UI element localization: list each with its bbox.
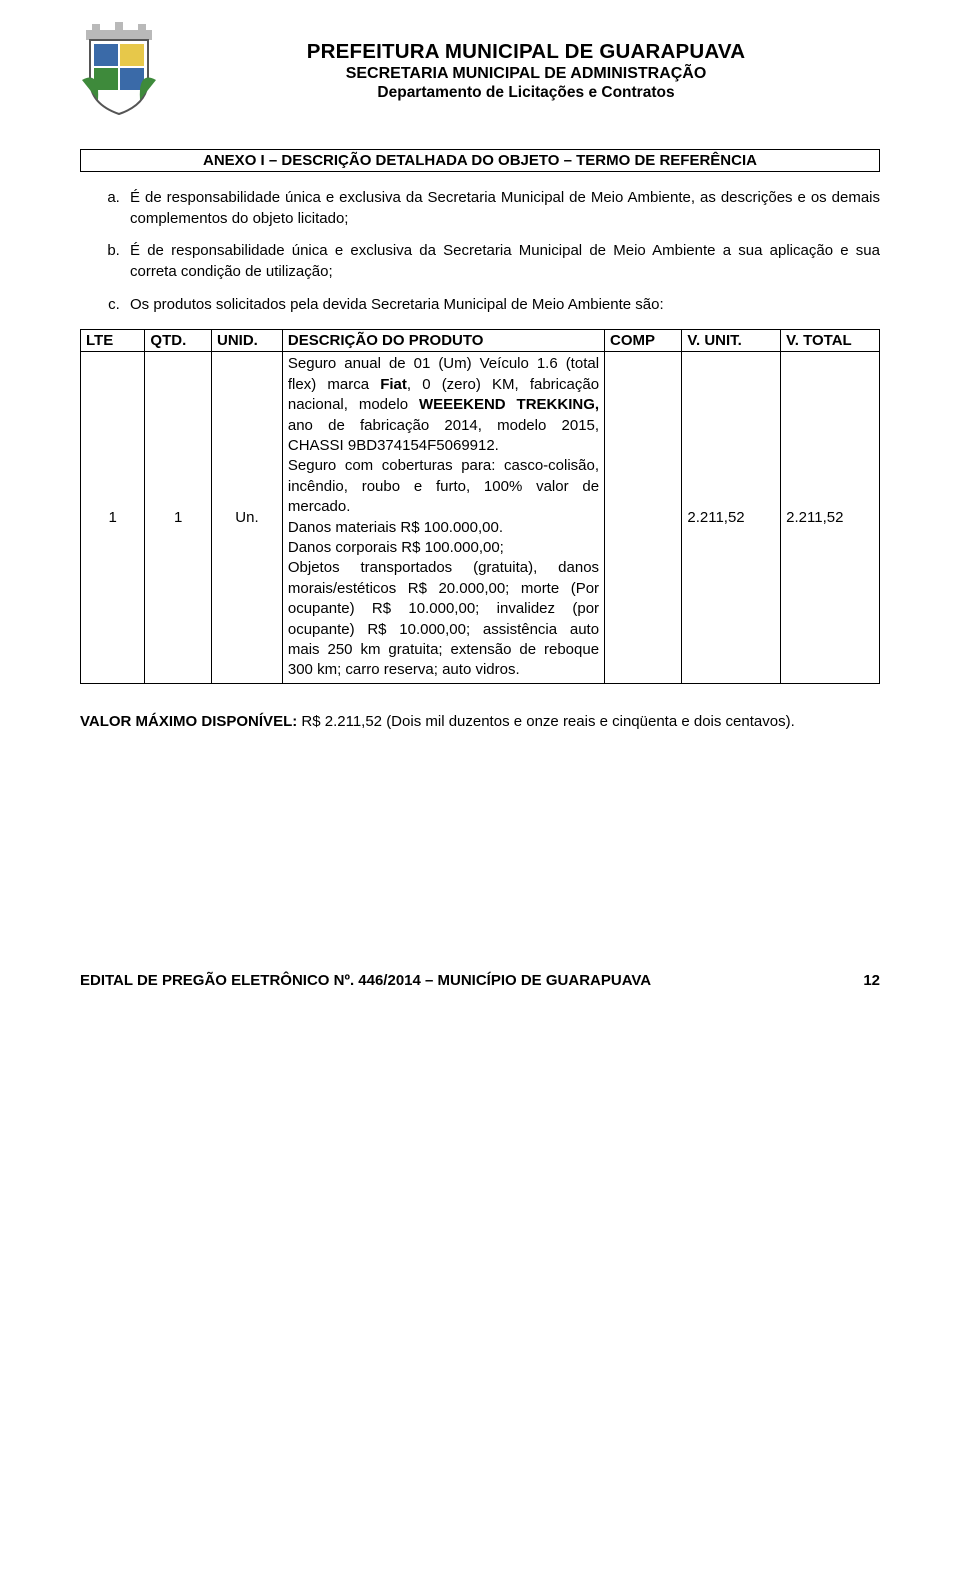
col-comp: COMP xyxy=(605,330,682,352)
anexo-title-box: ANEXO I – DESCRIÇÃO DETALHADA DO OBJETO … xyxy=(80,149,880,172)
col-qtd: QTD. xyxy=(145,330,212,352)
col-desc: DESCRIÇÃO DO PRODUTO xyxy=(282,330,604,352)
footer-left: EDITAL DE PREGÃO ELETRÔNICO Nº. 446/2014… xyxy=(80,972,651,989)
cell-lte: 1 xyxy=(81,352,145,683)
cell-qtd: 1 xyxy=(145,352,212,683)
valor-label: VALOR MÁXIMO DISPONÍVEL: xyxy=(80,713,301,730)
product-table: LTE QTD. UNID. DESCRIÇÃO DO PRODUTO COMP… xyxy=(80,329,880,683)
cell-descricao: Seguro anual de 01 (Um) Veículo 1.6 (tot… xyxy=(282,352,604,683)
col-unid: UNID. xyxy=(212,330,283,352)
col-vtot: V. TOTAL xyxy=(781,330,880,352)
cell-unid: Un. xyxy=(212,352,283,683)
cell-vtot: 2.211,52 xyxy=(781,352,880,683)
header-title-1: PREFEITURA MUNICIPAL DE GUARAPUAVA xyxy=(172,40,880,64)
list-item: É de responsabilidade única e exclusiva … xyxy=(124,241,880,282)
col-vunit: V. UNIT. xyxy=(682,330,781,352)
table-row: 1 1 Un. Seguro anual de 01 (Um) Veículo … xyxy=(81,352,880,683)
list-item: É de responsabilidade única e exclusiva … xyxy=(124,188,880,229)
list-item: Os produtos solicitados pela devida Secr… xyxy=(124,295,880,316)
header-text-block: PREFEITURA MUNICIPAL DE GUARAPUAVA SECRE… xyxy=(172,36,880,102)
criteria-list: É de responsabilidade única e exclusiva … xyxy=(80,188,880,315)
header-title-2: SECRETARIA MUNICIPAL DE ADMINISTRAÇÃO xyxy=(172,65,880,83)
document-header: PREFEITURA MUNICIPAL DE GUARAPUAVA SECRE… xyxy=(80,36,880,117)
cell-vunit: 2.211,52 xyxy=(682,352,781,683)
page: PREFEITURA MUNICIPAL DE GUARAPUAVA SECRE… xyxy=(0,0,960,1037)
page-footer: EDITAL DE PREGÃO ELETRÔNICO Nº. 446/2014… xyxy=(80,972,880,989)
table-header-row: LTE QTD. UNID. DESCRIÇÃO DO PRODUTO COMP… xyxy=(81,330,880,352)
valor-text: R$ 2.211,52 (Dois mil duzentos e onze re… xyxy=(301,713,794,730)
valor-maximo: VALOR MÁXIMO DISPONÍVEL: R$ 2.211,52 (Do… xyxy=(80,712,880,733)
cell-comp xyxy=(605,352,682,683)
footer-page-number: 12 xyxy=(863,972,880,989)
col-lte: LTE xyxy=(81,330,145,352)
municipal-crest-icon xyxy=(80,22,158,117)
header-title-3: Departamento de Licitações e Contratos xyxy=(172,84,880,102)
